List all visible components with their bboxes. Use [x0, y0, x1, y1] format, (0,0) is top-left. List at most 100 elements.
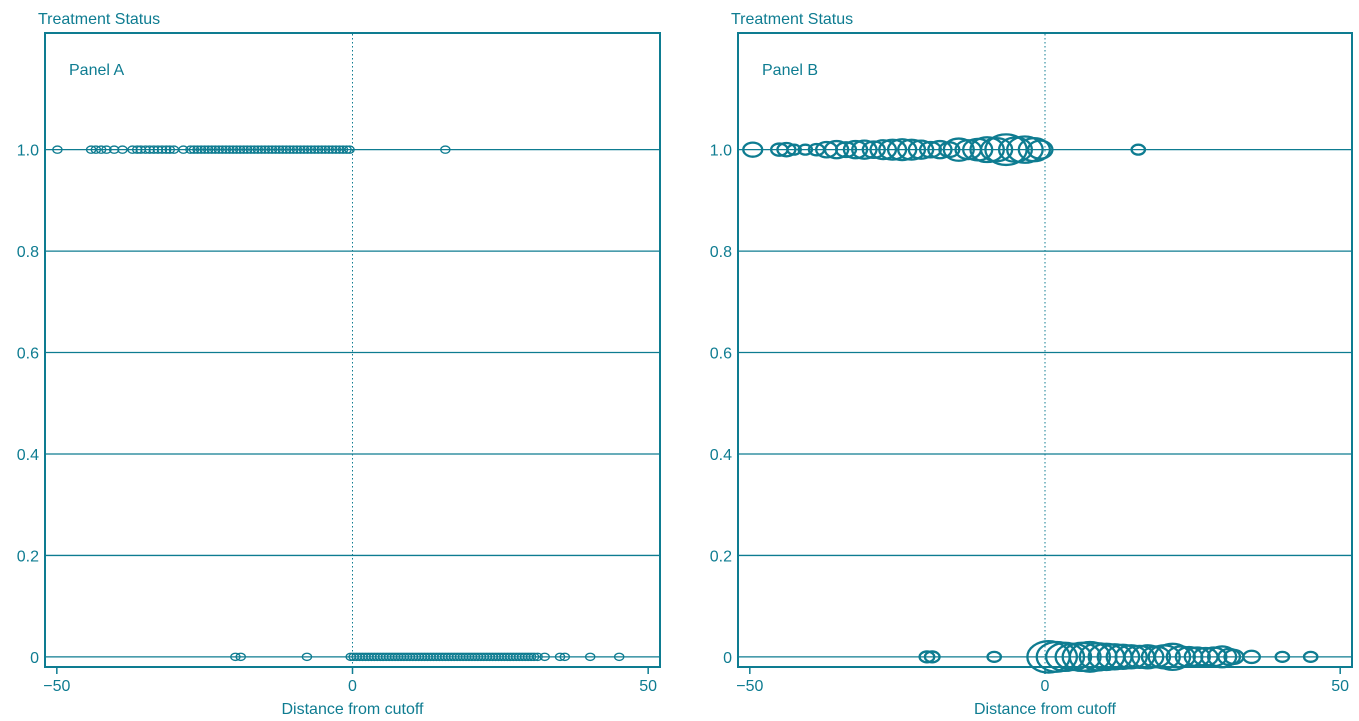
data-point [797, 143, 814, 156]
data-point [305, 145, 317, 154]
data-point [1217, 647, 1242, 667]
data-point [238, 145, 249, 154]
data-point [302, 145, 313, 154]
data-point [1026, 139, 1054, 160]
data-point [277, 145, 288, 154]
data-point [227, 145, 239, 154]
data-point [101, 145, 112, 154]
data-point [969, 136, 1005, 164]
data-point [220, 145, 232, 154]
data-point [440, 145, 451, 154]
data-point [160, 145, 172, 154]
data-point [1274, 650, 1291, 663]
data-point [330, 145, 342, 154]
data-point [897, 138, 927, 161]
data-point [108, 145, 120, 154]
data-point [1006, 135, 1044, 164]
data-point [776, 141, 797, 158]
data-point [559, 652, 571, 662]
data-point [1105, 643, 1141, 671]
data-point [1044, 641, 1086, 673]
y-tick-label: 0.6 [710, 346, 732, 363]
x-tick-label: 50 [1331, 678, 1349, 695]
data-point [259, 145, 271, 154]
data-point [341, 145, 352, 154]
x-axis-title: Distance from cutoff [282, 701, 425, 718]
data-point [245, 145, 257, 154]
data-point [224, 145, 235, 154]
data-point [295, 145, 306, 154]
data-point [234, 145, 246, 154]
data-point [584, 652, 596, 662]
data-point [984, 133, 1028, 167]
x-tick-label: 0 [348, 678, 357, 695]
data-point [231, 145, 242, 154]
y-tick-label: 0 [30, 650, 39, 667]
data-point [1165, 645, 1196, 669]
data-point [528, 652, 540, 662]
data-point [249, 145, 260, 154]
data-point [918, 140, 942, 159]
data-point [263, 145, 274, 154]
panel-label: Panel B [762, 62, 818, 79]
data-point [298, 145, 310, 154]
data-point [613, 652, 625, 662]
x-tick-label: 50 [639, 678, 657, 695]
data-point [266, 145, 278, 154]
data-point [52, 145, 63, 154]
data-point [301, 652, 313, 662]
data-point [188, 145, 200, 154]
x-axis-title: Distance from cutoff [974, 701, 1117, 718]
data-point [156, 145, 168, 154]
data-point [923, 650, 941, 664]
data-point [85, 145, 97, 154]
data-point [1302, 650, 1319, 663]
data-point [140, 145, 151, 154]
data-point [742, 141, 764, 158]
x-tick-label: −50 [43, 678, 70, 695]
data-point [1114, 644, 1148, 670]
data-point [986, 650, 1003, 663]
data-point [273, 145, 285, 154]
data-point [127, 145, 138, 154]
data-point [291, 145, 303, 154]
data-point [312, 145, 324, 154]
data-point [230, 652, 241, 662]
data-point [842, 139, 869, 160]
data-point [927, 139, 953, 160]
data-point [270, 145, 281, 154]
data-point [185, 145, 196, 154]
data-point [144, 145, 155, 154]
data-point [834, 141, 858, 159]
data-point [1131, 644, 1165, 670]
data-point [316, 145, 327, 154]
y-tick-label: 1.0 [17, 143, 39, 160]
data-point [131, 145, 143, 154]
data-point [1206, 645, 1238, 669]
x-tick-label: 0 [1041, 678, 1050, 695]
data-point [869, 139, 898, 161]
y-tick-label: 0.8 [17, 244, 39, 261]
data-point [861, 140, 886, 159]
data-point [309, 145, 320, 154]
data-point [1183, 646, 1211, 668]
data-point [164, 145, 176, 154]
y-tick-label: 0 [723, 650, 732, 667]
data-point [1130, 143, 1147, 156]
y-tick-label: 1.0 [710, 143, 732, 160]
data-point [192, 145, 203, 154]
data-point [1035, 640, 1079, 673]
data-point [1017, 136, 1052, 163]
data-point [217, 145, 228, 154]
data-point [178, 145, 189, 154]
panel-label: Panel A [69, 62, 124, 79]
data-point [918, 650, 936, 664]
data-point [202, 145, 214, 154]
data-point [823, 139, 850, 160]
data-point [979, 136, 1014, 163]
data-point [786, 143, 802, 156]
data-point [117, 145, 128, 154]
data-point [907, 139, 935, 160]
